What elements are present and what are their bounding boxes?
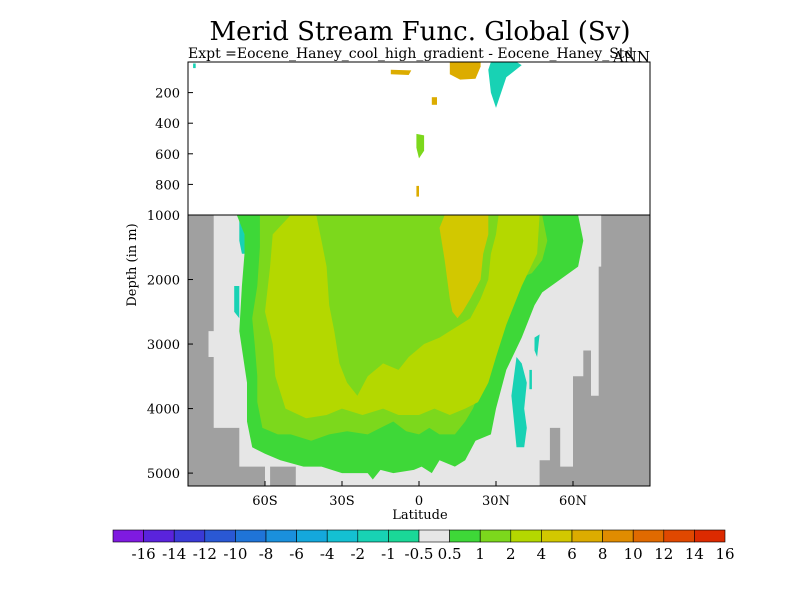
contour-region-lower-15 [534,334,540,357]
contour-region-upper-0 [488,62,522,108]
x-tick-label: 60S [252,494,277,509]
colorbar-swatch [326,529,359,543]
colorbar-swatch [265,529,297,543]
x-tick-label: 30N [482,494,510,509]
land-mask-2 [539,215,650,486]
colorbar-label: -8 [259,545,274,563]
contour-region-lower-9 [234,286,240,319]
y-tick-label: 200 [155,87,180,102]
land-mask-1 [270,466,296,486]
chart-title: Merid Stream Func. Global (Sv) [209,17,630,47]
colorbar-label: 1 [475,545,485,563]
contour-region-upper-5 [416,133,425,159]
x-tick-label: 30S [329,494,354,509]
y-tick-label: 5000 [147,467,180,482]
land-mask-0 [188,215,265,486]
colorbar-swatch [449,529,481,543]
contour-region-lower-13 [439,215,489,319]
colorbar-label: 8 [598,545,608,563]
colorbar-swatch [571,529,603,543]
contour-region-upper-4 [431,97,437,105]
colorbar-label: 14 [685,545,704,563]
colorbar-label: -14 [162,545,186,563]
colorbar-swatch [112,529,144,543]
contour-region-upper-2 [390,69,412,75]
y-tick-label: 2000 [147,274,180,289]
x-tick-label: 60N [559,494,587,509]
colorbar-label: -6 [289,545,304,563]
colorbar-swatch [357,529,389,543]
colorbar-swatch [204,529,236,543]
contour-region-upper-1 [193,63,196,69]
colorbar-label: -4 [320,545,335,563]
y-tick-label: 3000 [147,338,180,353]
contour-region-upper-3 [449,62,481,80]
y-tick-label: 4000 [147,403,180,418]
y-axis-label: Depth (in m) [125,223,140,306]
season-label: ANN [612,48,650,66]
colorbar-label: 4 [537,545,547,563]
colorbar-swatch [296,529,328,543]
colorbar-swatch [479,529,512,543]
colorbar-label: 6 [567,545,577,563]
colorbar-label: 0.5 [438,545,462,563]
colorbar-swatch [541,529,573,543]
contour-region-upper-6 [416,185,419,197]
colorbar-label: -16 [132,545,156,563]
y-tick-label: 400 [155,117,180,132]
colorbar-label: 10 [624,545,643,563]
colorbar-label: 12 [654,545,673,563]
y-tick-label: 600 [155,148,180,163]
colorbar-swatch [235,529,267,543]
colorbar-swatch [388,529,420,543]
colorbar-label: -0.5 [405,545,434,563]
colorbar-swatch [632,529,665,543]
contour-region-lower-16 [529,369,532,390]
colorbar-swatch [173,529,206,543]
colorbar-swatch [510,529,542,543]
x-axis-label: Latitude [392,508,448,523]
colorbar-swatch [143,529,175,543]
contour-region-lower-12 [265,215,540,419]
colorbar-label: -12 [193,545,217,563]
colorbar-label: 2 [506,545,516,563]
colorbar-label: 16 [715,545,734,563]
colorbar-label: -1 [381,545,396,563]
colorbar-label: -10 [223,545,247,563]
colorbar-swatch [663,529,695,543]
colorbar-swatch [694,529,726,543]
colorbar-label: -2 [350,545,365,563]
y-tick-label: 800 [155,178,180,193]
chart-subtitle: Expt =Eocene_Haney_cool_high_gradient - … [188,46,633,62]
contour-region-lower-14 [511,357,527,448]
contour-region-lower-7 [239,215,245,254]
colorbar-swatch [602,529,634,543]
x-tick-label: 0 [415,494,423,509]
colorbar-swatch [418,529,450,543]
y-tick-label: 1000 [147,209,180,224]
